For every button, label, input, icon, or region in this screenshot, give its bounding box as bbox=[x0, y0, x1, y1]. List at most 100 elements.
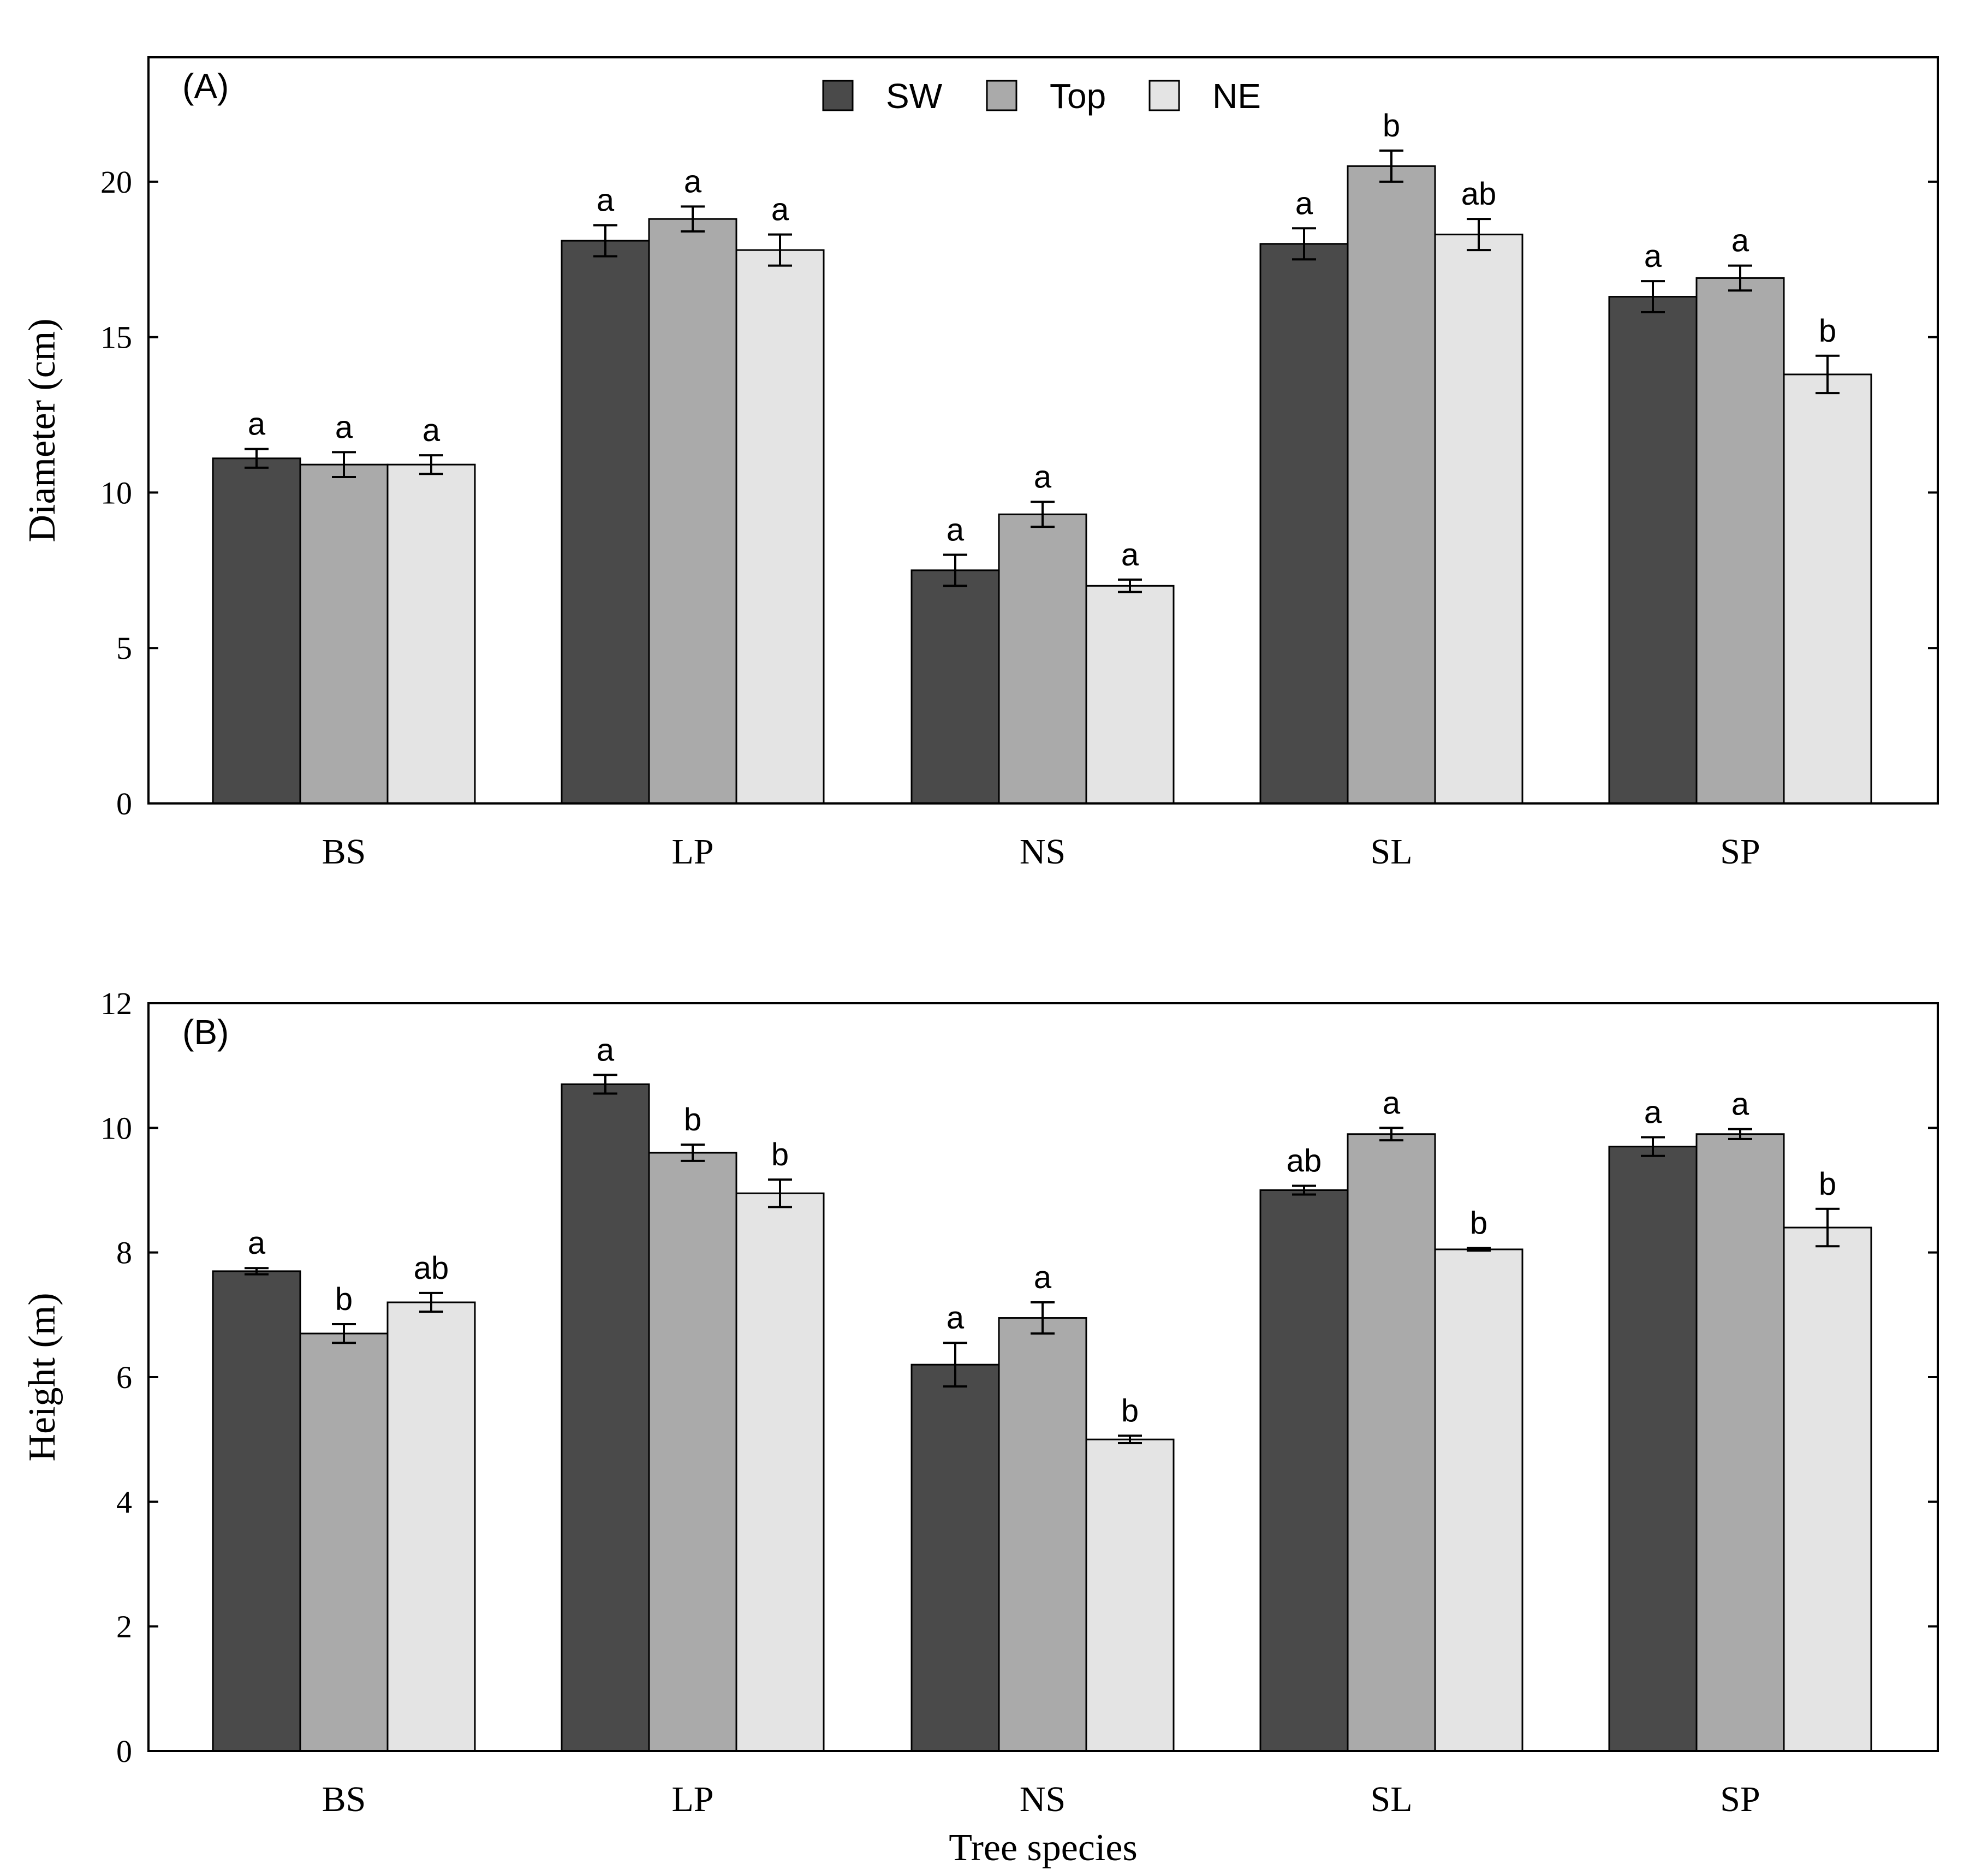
error-bar bbox=[1467, 1247, 1491, 1252]
bar-top-lp bbox=[648, 1152, 737, 1752]
bar-sw-sl bbox=[1259, 1189, 1349, 1752]
y-tick-label: 10 bbox=[100, 1110, 132, 1146]
error-bar bbox=[1292, 227, 1316, 261]
legend: SW Top NE bbox=[822, 76, 1261, 116]
bar-ne-lp bbox=[735, 249, 825, 805]
error-bar bbox=[681, 1144, 705, 1162]
error-bar bbox=[245, 1267, 269, 1276]
panel-b-y-axis-title: Height (m) bbox=[21, 1293, 63, 1461]
x-category-label: SL bbox=[1370, 1779, 1412, 1819]
significance-letter: b bbox=[771, 1137, 789, 1172]
legend-swatch-sw bbox=[822, 80, 854, 111]
y-tick-label: 20 bbox=[100, 164, 132, 200]
error-bar bbox=[1728, 264, 1752, 292]
y-tick-label: 4 bbox=[116, 1484, 132, 1520]
significance-letter: a bbox=[597, 1032, 615, 1068]
significance-letter: a bbox=[947, 1300, 965, 1336]
significance-letter: b bbox=[1819, 1166, 1836, 1202]
y-tick-label: 0 bbox=[116, 786, 132, 821]
error-bar bbox=[332, 1323, 356, 1344]
significance-letter: a bbox=[597, 183, 615, 218]
panel-a-error-bars bbox=[245, 149, 1840, 593]
error-bar bbox=[1816, 354, 1840, 395]
bar-top-ns bbox=[998, 513, 1087, 805]
significance-letter: a bbox=[684, 164, 702, 199]
bar-top-sp bbox=[1695, 277, 1785, 805]
panel-a-bars bbox=[212, 165, 1872, 805]
bar-sw-ns bbox=[910, 1363, 1000, 1752]
significance-letter: a bbox=[1121, 537, 1139, 573]
significance-letter: b bbox=[1819, 313, 1836, 349]
y-tick-label: 15 bbox=[100, 320, 132, 355]
bar-ne-sp bbox=[1783, 373, 1872, 805]
significance-letter: ab bbox=[1461, 176, 1497, 212]
panel-a-y-axis-title: Diameter (cm) bbox=[21, 318, 63, 542]
error-bar bbox=[1031, 1301, 1055, 1335]
error-bar bbox=[1641, 280, 1665, 314]
legend-swatch-ne bbox=[1148, 80, 1180, 111]
error-bar bbox=[1292, 1184, 1316, 1196]
bar-ne-bs bbox=[386, 1301, 476, 1752]
bar-ne-ns bbox=[1085, 585, 1175, 805]
bar-sw-lp bbox=[561, 240, 650, 805]
error-bar bbox=[1728, 1128, 1752, 1140]
error-bar bbox=[593, 224, 617, 258]
significance-letter: a bbox=[248, 407, 266, 442]
bar-ne-sl bbox=[1434, 1248, 1523, 1752]
significance-letter: a bbox=[947, 512, 965, 547]
bar-sw-bs bbox=[212, 1270, 301, 1752]
bar-top-sl bbox=[1347, 1133, 1436, 1752]
x-category-label: BS bbox=[322, 832, 366, 872]
error-bar bbox=[943, 553, 967, 587]
error-bar bbox=[1816, 1207, 1840, 1248]
bar-sw-sp bbox=[1608, 1146, 1698, 1752]
panel-b-error-bars bbox=[245, 1074, 1840, 1445]
y-tick-label: 6 bbox=[116, 1360, 132, 1395]
bar-sw-ns bbox=[910, 569, 1000, 805]
y-tick-label: 8 bbox=[116, 1235, 132, 1271]
panel-b-y-ticks: 0 2 4 6 8 10 12 bbox=[100, 986, 1938, 1769]
error-bar bbox=[768, 1178, 792, 1208]
error-bar bbox=[245, 448, 269, 469]
significance-letter: a bbox=[1731, 223, 1749, 259]
y-tick-label: 10 bbox=[100, 475, 132, 510]
bar-ne-lp bbox=[735, 1192, 825, 1752]
panel-b-tag: (B) bbox=[182, 1013, 229, 1052]
significance-letter: a bbox=[1644, 239, 1662, 274]
bar-top-ns bbox=[998, 1317, 1087, 1752]
error-bar bbox=[332, 451, 356, 478]
panel-b-x-category-labels: BS LP NS SL SP bbox=[322, 1779, 1760, 1819]
panel-a-tag: (A) bbox=[182, 67, 229, 106]
significance-letter: a bbox=[1731, 1087, 1749, 1122]
x-category-label: SL bbox=[1370, 832, 1412, 872]
legend-label-top: Top bbox=[1050, 76, 1106, 116]
error-bar bbox=[419, 1291, 443, 1313]
significance-letter: a bbox=[422, 413, 441, 448]
x-category-label: NS bbox=[1020, 1779, 1066, 1819]
significance-letter: b bbox=[1470, 1206, 1487, 1241]
y-tick-label: 12 bbox=[100, 986, 132, 1021]
panel-a-plot-frame bbox=[147, 56, 1939, 805]
significance-letter: ab bbox=[414, 1250, 449, 1286]
error-bar bbox=[943, 1342, 967, 1388]
bar-top-lp bbox=[648, 218, 737, 805]
panel-a-y-ticks: 0 5 10 15 20 bbox=[100, 164, 1938, 821]
legend-label-sw: SW bbox=[886, 76, 943, 116]
bar-ne-sp bbox=[1783, 1226, 1872, 1752]
bar-top-bs bbox=[299, 1332, 389, 1752]
bar-top-bs bbox=[299, 463, 389, 805]
x-category-label: LP bbox=[671, 1779, 713, 1819]
significance-letter: a bbox=[771, 192, 789, 228]
significance-letter: a bbox=[335, 409, 353, 445]
significance-letter: a bbox=[248, 1225, 266, 1261]
bar-ne-sl bbox=[1434, 234, 1523, 805]
significance-letter: a bbox=[1295, 186, 1313, 221]
x-category-label: BS bbox=[322, 1779, 366, 1819]
bar-sw-sp bbox=[1608, 296, 1698, 805]
bar-ne-bs bbox=[386, 463, 476, 805]
error-bar bbox=[1467, 218, 1491, 252]
error-bar bbox=[681, 205, 705, 233]
panel-b-bars bbox=[212, 1083, 1872, 1752]
